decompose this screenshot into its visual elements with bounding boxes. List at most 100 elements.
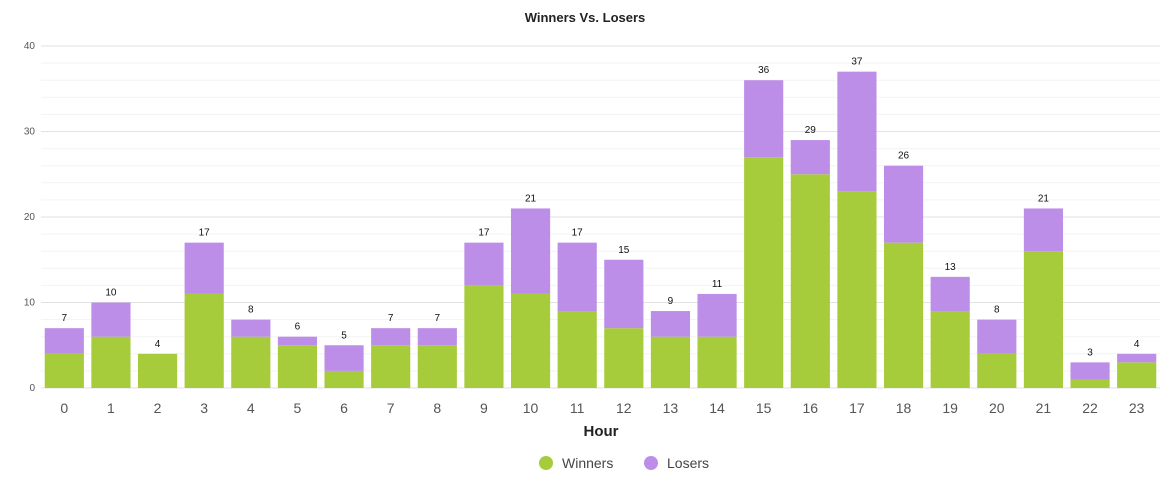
bar-losers-16[interactable] bbox=[790, 140, 830, 175]
bar-winners-22[interactable] bbox=[1070, 379, 1110, 388]
x-tick-label: 2 bbox=[154, 400, 162, 416]
bar-winners-8[interactable] bbox=[417, 345, 457, 388]
bar-winners-5[interactable] bbox=[277, 345, 318, 388]
total-data-label: 11 bbox=[712, 279, 723, 290]
bar-losers-11[interactable] bbox=[557, 242, 597, 312]
total-data-label: 10 bbox=[105, 288, 117, 299]
bar-winners-1[interactable] bbox=[91, 336, 131, 388]
y-tick-label: 0 bbox=[29, 383, 35, 394]
bar-winners-16[interactable] bbox=[790, 174, 830, 388]
bars bbox=[44, 71, 1157, 388]
bar-winners-18[interactable] bbox=[883, 242, 924, 388]
total-data-label: 36 bbox=[758, 65, 770, 76]
x-tick-label: 10 bbox=[523, 400, 539, 416]
bar-losers-21[interactable] bbox=[1023, 208, 1064, 252]
bar-winners-10[interactable] bbox=[510, 293, 551, 388]
total-data-label: 17 bbox=[478, 228, 490, 239]
legend-marker-winners[interactable] bbox=[539, 456, 553, 470]
bar-losers-22[interactable] bbox=[1070, 362, 1110, 380]
legend: Winners Losers bbox=[539, 455, 709, 471]
bar-losers-7[interactable] bbox=[371, 328, 411, 346]
total-data-label: 8 bbox=[994, 305, 1000, 316]
bar-winners-2[interactable] bbox=[137, 353, 178, 388]
y-tick-label: 10 bbox=[24, 298, 36, 309]
bar-winners-15[interactable] bbox=[744, 157, 784, 388]
total-data-label: 3 bbox=[1087, 347, 1093, 358]
x-tick-label: 21 bbox=[1036, 400, 1052, 416]
total-data-label: 17 bbox=[199, 228, 211, 239]
bar-losers-17[interactable] bbox=[837, 71, 877, 192]
legend-label-winners[interactable]: Winners bbox=[562, 455, 613, 471]
x-tick-label: 19 bbox=[942, 400, 958, 416]
x-tick-label: 1 bbox=[107, 400, 115, 416]
bar-winners-0[interactable] bbox=[44, 353, 84, 388]
x-tick-label: 0 bbox=[60, 400, 68, 416]
bar-winners-20[interactable] bbox=[977, 353, 1017, 388]
bar-winners-14[interactable] bbox=[697, 336, 737, 388]
bar-losers-3[interactable] bbox=[184, 242, 224, 294]
bar-losers-4[interactable] bbox=[231, 319, 271, 337]
total-data-label: 5 bbox=[341, 330, 347, 341]
x-tick-label: 4 bbox=[247, 400, 255, 416]
bar-winners-21[interactable] bbox=[1023, 251, 1064, 388]
total-data-label: 7 bbox=[388, 313, 394, 324]
bar-losers-23[interactable] bbox=[1117, 353, 1157, 363]
total-data-label: 37 bbox=[851, 57, 863, 68]
bar-losers-18[interactable] bbox=[883, 165, 924, 243]
y-tick-label: 20 bbox=[24, 212, 36, 223]
x-tick-label: 9 bbox=[480, 400, 488, 416]
x-tick-label: 22 bbox=[1082, 400, 1098, 416]
y-axis-ticks: 0 10 20 30 40 bbox=[24, 41, 36, 394]
total-data-label: 21 bbox=[525, 193, 537, 204]
bar-losers-19[interactable] bbox=[930, 276, 970, 312]
x-tick-label: 15 bbox=[756, 400, 772, 416]
bar-losers-15[interactable] bbox=[744, 80, 784, 158]
legend-marker-losers[interactable] bbox=[644, 456, 658, 470]
bar-losers-10[interactable] bbox=[510, 208, 551, 294]
total-data-label: 6 bbox=[295, 322, 301, 333]
x-tick-label: 14 bbox=[709, 400, 725, 416]
total-data-label: 4 bbox=[155, 339, 161, 350]
bar-winners-7[interactable] bbox=[371, 345, 411, 388]
bar-losers-8[interactable] bbox=[417, 328, 457, 346]
bar-losers-20[interactable] bbox=[977, 319, 1017, 354]
bar-winners-3[interactable] bbox=[184, 293, 224, 388]
x-tick-label: 20 bbox=[989, 400, 1005, 416]
x-tick-label: 12 bbox=[616, 400, 632, 416]
bar-losers-0[interactable] bbox=[44, 328, 84, 354]
bar-losers-9[interactable] bbox=[464, 242, 504, 286]
bar-winners-12[interactable] bbox=[604, 328, 644, 388]
total-data-label: 7 bbox=[62, 313, 68, 324]
bar-losers-14[interactable] bbox=[697, 293, 737, 337]
bar-winners-9[interactable] bbox=[464, 285, 504, 388]
bar-winners-13[interactable] bbox=[650, 336, 691, 388]
bar-winners-4[interactable] bbox=[231, 336, 271, 388]
bar-losers-12[interactable] bbox=[604, 259, 644, 329]
x-axis-label: Hour bbox=[584, 423, 619, 440]
x-tick-label: 8 bbox=[433, 400, 441, 416]
bar-winners-11[interactable] bbox=[557, 311, 597, 388]
x-tick-label: 17 bbox=[849, 400, 865, 416]
x-tick-label: 5 bbox=[294, 400, 302, 416]
x-axis-ticks: 0 1 2 3 4 5 6 7 8 9 10 11 12 13 14 15 16 17 18 19 20 21 22 23 bbox=[60, 400, 1144, 416]
bar-winners-19[interactable] bbox=[930, 311, 970, 388]
bar-losers-13[interactable] bbox=[650, 311, 691, 337]
total-data-label: 13 bbox=[945, 262, 957, 273]
total-data-label: 17 bbox=[572, 228, 584, 239]
bar-losers-5[interactable] bbox=[277, 336, 318, 346]
x-tick-label: 3 bbox=[200, 400, 208, 416]
bar-losers-1[interactable] bbox=[91, 302, 131, 337]
x-tick-label: 7 bbox=[387, 400, 395, 416]
bar-winners-23[interactable] bbox=[1117, 362, 1157, 388]
legend-label-losers[interactable]: Losers bbox=[667, 455, 709, 471]
total-data-label: 15 bbox=[618, 245, 630, 256]
bar-losers-6[interactable] bbox=[324, 345, 364, 371]
bar-winners-17[interactable] bbox=[837, 191, 877, 388]
total-data-label: 9 bbox=[668, 296, 674, 307]
x-tick-label: 6 bbox=[340, 400, 348, 416]
bar-winners-6[interactable] bbox=[324, 370, 364, 388]
x-tick-label: 18 bbox=[896, 400, 912, 416]
